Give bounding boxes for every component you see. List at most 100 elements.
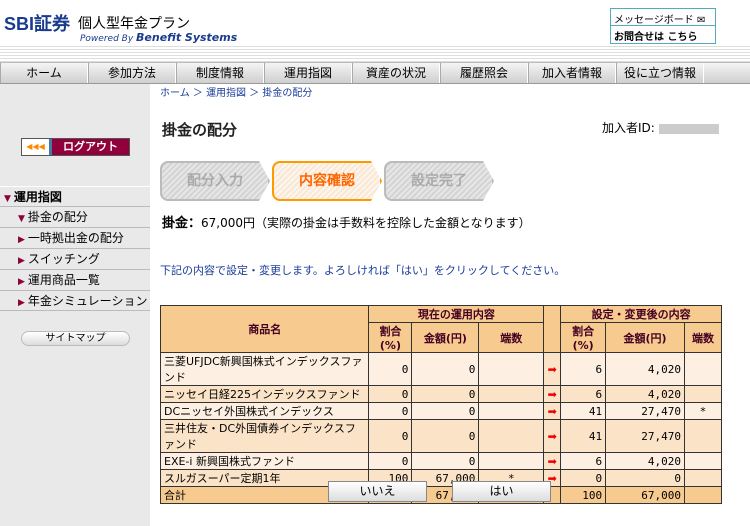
fund-name: 三井住友・DC外国債券インデックスファンド bbox=[159, 419, 370, 453]
triangle-down-icon: ▼ bbox=[18, 214, 25, 224]
logout-label: ログアウト bbox=[52, 139, 129, 155]
arrow-right-icon: ➡ bbox=[543, 419, 562, 453]
triangle-right-icon: ▶ bbox=[18, 298, 25, 308]
new-fraction: * bbox=[684, 402, 722, 420]
group-current: 現在の運用内容 bbox=[368, 305, 545, 323]
fund-name: EXE-i 新興国株式ファンド bbox=[159, 452, 370, 470]
col-ratio: 割合(%) bbox=[560, 322, 607, 353]
logo: SBI証券 個人型年金プラン bbox=[4, 10, 190, 36]
nav-useful[interactable]: 役に立つ情報 bbox=[616, 63, 704, 83]
sidebar-item-lump-sum[interactable]: ▶ 一時拠出金の配分 bbox=[0, 227, 150, 248]
arrow-col bbox=[543, 305, 562, 353]
current-ratio: 0 bbox=[368, 385, 413, 403]
total-label: 合計 bbox=[159, 486, 370, 504]
fund-name: スルガスーパー定期1年 bbox=[159, 469, 370, 487]
current-amount: 0 bbox=[411, 452, 480, 470]
current-fraction bbox=[478, 352, 545, 386]
breadcrumb: ホーム ＞ 運用指図 ＞ 掛金の配分 bbox=[160, 88, 313, 99]
sidebar-section-instruction[interactable]: ▼ 運用指図 bbox=[0, 186, 150, 206]
current-amount: 0 bbox=[411, 402, 480, 420]
new-fraction bbox=[684, 469, 722, 487]
table-row: EXE-i 新興国株式ファンド 0 0 ➡ 6 4,020 bbox=[159, 452, 722, 470]
current-amount: 0 bbox=[411, 352, 480, 386]
triangle-right-icon: ▶ bbox=[18, 277, 25, 287]
crumb-instruction[interactable]: 運用指図 bbox=[206, 88, 247, 99]
new-amount: 0 bbox=[605, 469, 685, 487]
nav-member[interactable]: 加入者情報 bbox=[528, 63, 616, 83]
instruction-text: 下記の内容で設定・変更します。よろしければ「はい」をクリックしてください。 bbox=[160, 264, 566, 277]
no-button[interactable]: いいえ bbox=[328, 481, 427, 502]
sidebar-item-simulation[interactable]: ▶ 年金シミュレーション bbox=[0, 290, 150, 311]
new-ratio: 0 bbox=[560, 469, 607, 487]
current-amount: 0 bbox=[411, 419, 480, 453]
new-amount: 27,470 bbox=[605, 402, 685, 420]
sitemap-button[interactable]: サイトマップ bbox=[21, 331, 130, 346]
contribution-note: （実際の掛金は手数料を控除した金額となります） bbox=[255, 216, 531, 230]
nav-home[interactable]: ホーム bbox=[0, 63, 88, 83]
message-board-link[interactable]: メッセージボード ✉ お問合せは こちら bbox=[610, 8, 716, 44]
crumb-home[interactable]: ホーム bbox=[160, 88, 190, 99]
contribution-value: 67,000円 bbox=[201, 216, 256, 230]
nav-instruction[interactable]: 運用指図 bbox=[264, 63, 352, 83]
fund-name: ニッセイ日経225インデックスファンド bbox=[159, 385, 370, 403]
col-ratio: 割合(%) bbox=[368, 322, 413, 353]
contribution-line: 掛金：67,000円（実際の掛金は手数料を控除した金額となります） bbox=[162, 212, 531, 231]
triangle-down-icon: ▼ bbox=[4, 194, 11, 204]
yes-button[interactable]: はい bbox=[452, 481, 551, 502]
powered-by: Powered By Benefit Systems bbox=[80, 31, 237, 44]
new-ratio: 6 bbox=[560, 452, 607, 470]
arrow-right-icon: ➡ bbox=[543, 385, 562, 403]
arrow-right-icon: ➡ bbox=[543, 402, 562, 420]
nav-assets[interactable]: 資産の状況 bbox=[352, 63, 440, 83]
main-nav: ホーム 参加方法 制度情報 運用指図 資産の状況 履歴照会 加入者情報 役に立つ… bbox=[0, 62, 750, 84]
triangle-right-icon: ▶ bbox=[18, 256, 25, 266]
allocation-table: 商品名 現在の運用内容 設定・変更後の内容 割合(%) 金額(円) 端数 割合(%) 金額(… bbox=[159, 305, 722, 504]
new-ratio: 41 bbox=[560, 419, 607, 453]
col-amount: 金額(円) bbox=[605, 322, 685, 353]
table-row: 三井住友・DC外国債券インデックスファンド 0 0 ➡ 41 27,470 bbox=[159, 419, 722, 453]
nav-history[interactable]: 履歴照会 bbox=[440, 63, 528, 83]
new-fraction bbox=[684, 419, 722, 453]
current-ratio: 0 bbox=[368, 352, 413, 386]
arrow-right-icon: ➡ bbox=[543, 452, 562, 470]
plan-name: 個人型年金プラン bbox=[78, 16, 191, 32]
new-fraction bbox=[684, 352, 722, 386]
col-amount: 金額(円) bbox=[411, 322, 480, 353]
new-amount: 4,020 bbox=[605, 352, 685, 386]
new-fraction bbox=[684, 385, 722, 403]
table-row: スルガスーパー定期1年 100 67,000 * ➡ 0 0 bbox=[159, 469, 722, 487]
step-input: 配分入力 bbox=[160, 161, 270, 201]
current-ratio: 0 bbox=[368, 452, 413, 470]
table-row: 三菱UFJDC新興国株式インデックスファンド 0 0 ➡ 6 4,020 bbox=[159, 352, 722, 386]
contact-label: お問合せは こちら bbox=[614, 32, 698, 43]
sidebar-item-contribution[interactable]: ▼ 掛金の配分 bbox=[0, 206, 150, 227]
page-title: 掛金の配分 bbox=[162, 121, 238, 139]
empty-cell bbox=[684, 486, 722, 504]
message-board-label: メッセージボード bbox=[614, 15, 694, 26]
member-id: 加入者ID: bbox=[602, 119, 719, 136]
member-id-masked bbox=[658, 123, 719, 134]
crumb-current: 掛金の配分 bbox=[262, 88, 313, 99]
logout-button[interactable]: ◀◀◀ ログアウト bbox=[21, 138, 130, 156]
sidebar-item-switching[interactable]: ▶ スイッチング bbox=[0, 248, 150, 269]
current-ratio: 0 bbox=[368, 402, 413, 420]
current-fraction bbox=[478, 402, 545, 420]
current-amount: 0 bbox=[411, 385, 480, 403]
back-arrows-icon: ◀◀◀ bbox=[22, 139, 52, 155]
new-ratio: 6 bbox=[560, 385, 607, 403]
step-complete: 設定完了 bbox=[384, 161, 494, 201]
table-row: DCニッセイ外国株式インデックス 0 0 ➡ 41 27,470 * bbox=[159, 402, 722, 420]
fund-name: 三菱UFJDC新興国株式インデックスファンド bbox=[159, 352, 370, 386]
col-fraction: 端数 bbox=[478, 322, 545, 353]
sidebar-item-products[interactable]: ▶ 運用商品一覧 bbox=[0, 269, 150, 290]
current-fraction bbox=[478, 385, 545, 403]
item-label: スイッチング bbox=[27, 252, 100, 266]
new-ratio: 6 bbox=[560, 352, 607, 386]
arrow-right-icon: ➡ bbox=[543, 352, 562, 386]
nav-join[interactable]: 参加方法 bbox=[88, 63, 176, 83]
brand: SBI証券 bbox=[4, 14, 71, 34]
new-amount: 4,020 bbox=[605, 385, 685, 403]
table-row: ニッセイ日経225インデックスファンド 0 0 ➡ 6 4,020 bbox=[159, 385, 722, 403]
nav-system[interactable]: 制度情報 bbox=[176, 63, 264, 83]
